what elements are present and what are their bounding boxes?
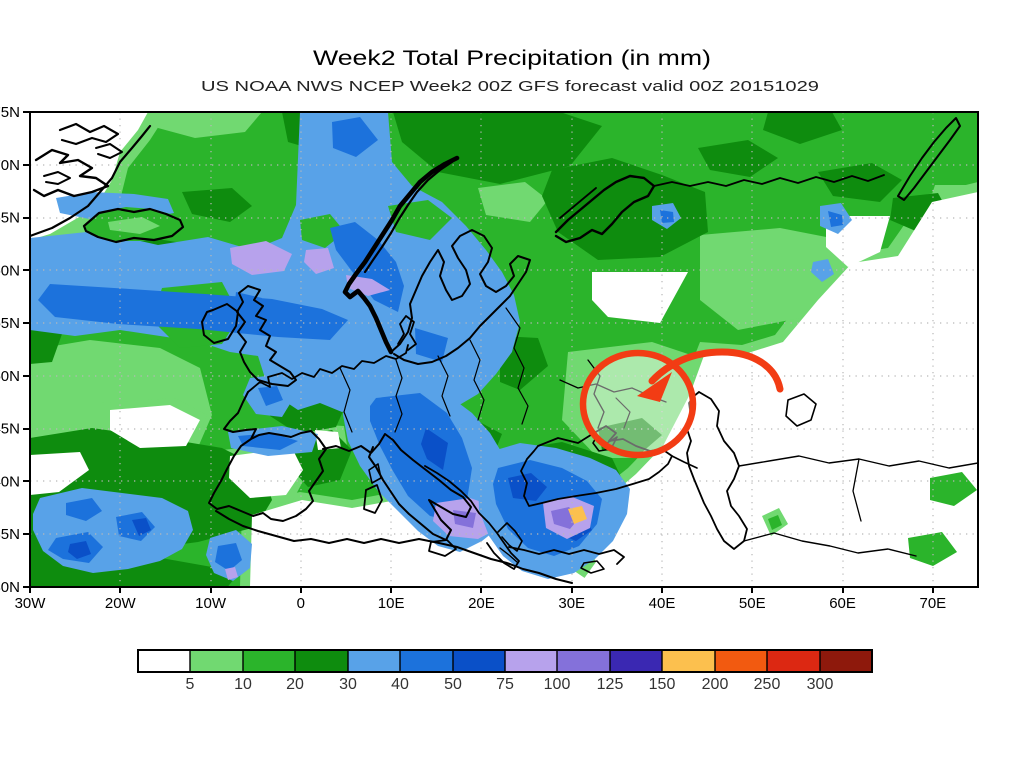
svg-text:70E: 70E [920,595,947,612]
svg-text:30N: 30N [0,579,20,596]
svg-text:35N: 35N [0,526,20,543]
svg-text:40: 40 [391,676,409,693]
svg-text:40E: 40E [649,595,676,612]
svg-text:300: 300 [807,676,834,693]
svg-text:30E: 30E [558,595,585,612]
svg-text:50N: 50N [0,368,20,385]
svg-text:20: 20 [286,676,304,693]
svg-text:70N: 70N [0,157,20,174]
svg-text:40N: 40N [0,473,20,490]
svg-text:125: 125 [597,676,624,693]
svg-text:55N: 55N [0,315,20,332]
svg-text:10: 10 [234,676,252,693]
svg-text:5: 5 [186,676,195,693]
svg-text:Week2 Total Precipitation (in: Week2 Total Precipitation (in mm) [313,47,711,70]
svg-text:US NOAA NWS NCEP Week2 00Z GFS: US NOAA NWS NCEP Week2 00Z GFS forecast … [201,78,819,95]
svg-text:75: 75 [496,676,514,693]
svg-text:45N: 45N [0,421,20,438]
svg-text:0: 0 [297,595,305,612]
svg-text:200: 200 [702,676,729,693]
svg-text:10E: 10E [378,595,405,612]
svg-text:75N: 75N [0,104,20,121]
svg-text:150: 150 [649,676,676,693]
svg-text:250: 250 [754,676,781,693]
svg-text:30W: 30W [15,595,47,612]
svg-text:50: 50 [444,676,462,693]
svg-text:10W: 10W [195,595,227,612]
svg-text:60N: 60N [0,262,20,279]
svg-text:30: 30 [339,676,357,693]
svg-text:50E: 50E [739,595,766,612]
svg-text:20E: 20E [468,595,495,612]
svg-text:20W: 20W [105,595,137,612]
svg-text:100: 100 [544,676,571,693]
svg-text:60E: 60E [829,595,856,612]
svg-text:65N: 65N [0,210,20,227]
